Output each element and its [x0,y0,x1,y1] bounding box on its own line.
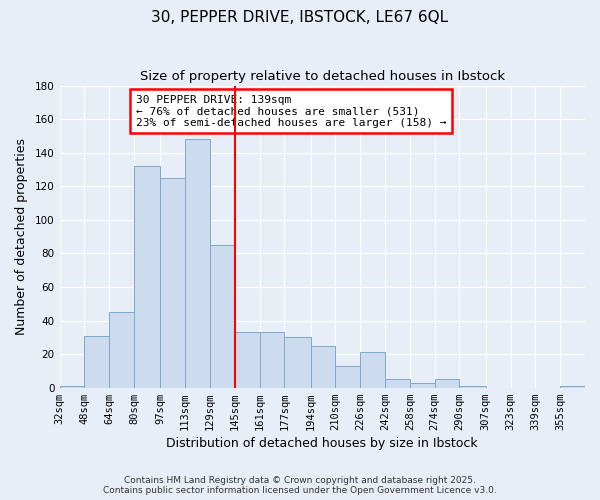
Bar [360,352,385,388]
Text: 30 PEPPER DRIVE: 139sqm
← 76% of detached houses are smaller (531)
23% of semi-d: 30 PEPPER DRIVE: 139sqm ← 76% of detache… [136,94,446,128]
Bar [460,386,486,388]
Text: Contains HM Land Registry data © Crown copyright and database right 2025.
Contai: Contains HM Land Registry data © Crown c… [103,476,497,495]
Bar [134,166,160,388]
Bar [85,336,109,388]
Title: Size of property relative to detached houses in Ibstock: Size of property relative to detached ho… [140,70,505,83]
Bar [59,386,85,388]
Bar [434,380,460,388]
Bar [160,178,185,388]
Bar [560,386,585,388]
Text: 30, PEPPER DRIVE, IBSTOCK, LE67 6QL: 30, PEPPER DRIVE, IBSTOCK, LE67 6QL [151,10,449,25]
Bar [109,312,134,388]
Bar [410,382,434,388]
Bar [210,245,235,388]
Bar [284,338,311,388]
Bar [260,332,284,388]
Bar [311,346,335,388]
X-axis label: Distribution of detached houses by size in Ibstock: Distribution of detached houses by size … [166,437,478,450]
Bar [235,332,260,388]
Bar [185,140,210,388]
Bar [335,366,360,388]
Bar [385,380,410,388]
Y-axis label: Number of detached properties: Number of detached properties [15,138,28,335]
